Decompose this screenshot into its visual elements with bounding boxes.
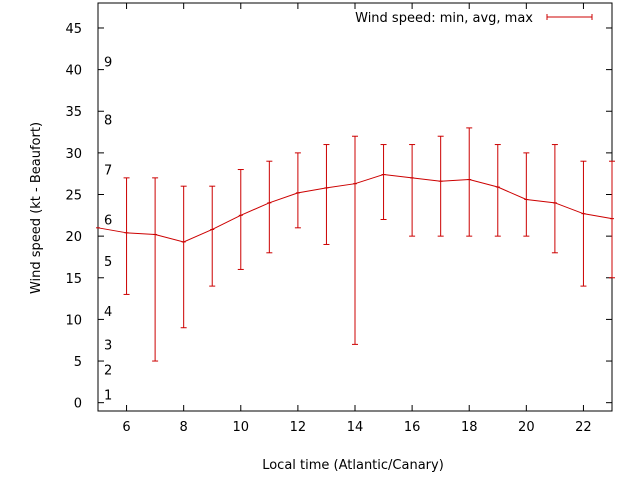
y-tick-label: 30	[65, 147, 82, 162]
beaufort-label: 1	[104, 388, 112, 403]
y-tick-label: 0	[74, 397, 82, 412]
y-tick-label: 5	[74, 355, 82, 370]
x-tick-label: 10	[233, 420, 250, 435]
x-tick-label: 16	[404, 420, 421, 435]
beaufort-label: 2	[104, 363, 112, 378]
x-tick-label: 12	[290, 420, 307, 435]
y-tick-label: 20	[65, 230, 82, 245]
y-tick-label: 25	[65, 189, 82, 204]
error-bars	[123, 127, 615, 362]
avg-line-group	[96, 174, 614, 243]
beaufort-scale: 1 2 3 4 5 6 7 8 9	[104, 55, 112, 403]
y-tick-label: 40	[65, 64, 82, 79]
y-tick-label: 15	[65, 272, 82, 287]
beaufort-label: 4	[104, 305, 112, 320]
y-axis-label: Wind speed (kt - Beaufort)	[29, 122, 44, 294]
beaufort-label: 7	[104, 164, 112, 179]
x-tick-label: 8	[180, 420, 188, 435]
x-tick-label: 20	[518, 420, 535, 435]
x-tick-label: 18	[461, 420, 478, 435]
beaufort-label: 9	[104, 55, 112, 70]
y-tick-label: 45	[65, 22, 82, 37]
x-tick-label: 6	[122, 420, 130, 435]
x-tick-label: 22	[575, 420, 592, 435]
x-axis-label: Local time (Atlantic/Canary)	[262, 458, 444, 473]
y-tick-label: 10	[65, 313, 82, 328]
beaufort-label: 6	[104, 213, 112, 228]
beaufort-label: 8	[104, 114, 112, 129]
x-tick-label: 14	[347, 420, 364, 435]
legend-label: Wind speed: min, avg, max	[355, 11, 533, 26]
y-tick-label: 35	[65, 105, 82, 120]
beaufort-label: 5	[104, 255, 112, 270]
beaufort-label: 3	[104, 338, 112, 353]
legend: Wind speed: min, avg, max	[355, 11, 593, 26]
